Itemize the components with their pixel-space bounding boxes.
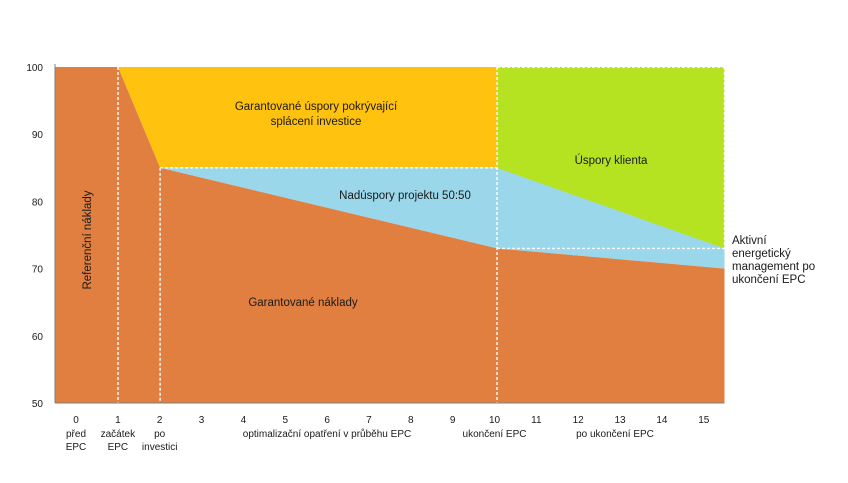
- x-ticks: 0 1 2 3 4 5 6 7 8 9 10 11 12 13 14 15: [73, 415, 710, 426]
- x-tick-label: 0: [73, 415, 79, 426]
- y-tick-label: 50: [32, 399, 44, 410]
- x-tick-label: 12: [573, 415, 585, 426]
- x-tick-label: 2: [157, 415, 163, 426]
- y-tick-label: 90: [32, 130, 44, 141]
- guaranteed-costs-area: [55, 67, 725, 403]
- x-tick-label: 1: [115, 415, 121, 426]
- phase-label: po: [154, 429, 166, 440]
- client-savings-label: Úspory klienta: [575, 154, 648, 167]
- phase-label: po ukončení EPC: [576, 429, 654, 440]
- phase-label: začátek: [101, 429, 136, 440]
- x-tick-label: 4: [241, 415, 247, 426]
- active-management-line: Aktivní: [732, 235, 767, 247]
- active-management-line: management po: [732, 261, 815, 273]
- phase-label: EPC: [66, 442, 87, 453]
- x-tick-label: 8: [408, 415, 414, 426]
- x-tick-label: 5: [282, 415, 288, 426]
- extra-savings-label: Nadúspory projektu 50:50: [339, 190, 471, 202]
- y-tick-label: 70: [32, 265, 44, 276]
- phase-label: ukončení EPC: [463, 429, 527, 440]
- x-tick-label: 11: [531, 415, 542, 426]
- x-tick-label: 13: [614, 415, 626, 426]
- region-labels: Referenční náklady Garantované náklady G…: [82, 101, 815, 309]
- x-tick-label: 6: [324, 415, 330, 426]
- chart-regions: [55, 67, 725, 403]
- active-management-line: ukončení EPC: [732, 274, 806, 286]
- guaranteed-savings-area: [118, 67, 497, 168]
- dashed-separators: [117, 66, 726, 403]
- phase-label: optimalizační opatření v průběhu EPC: [243, 428, 411, 440]
- x-tick-label: 9: [450, 415, 456, 426]
- x-tick-label: 3: [199, 415, 205, 426]
- x-tick-label: 15: [698, 415, 710, 426]
- x-tick-label: 14: [656, 415, 668, 426]
- guaranteed-savings-label-line2: splácení investice: [271, 116, 362, 128]
- phase-label: investici: [142, 442, 178, 453]
- y-tick-label: 60: [32, 332, 44, 343]
- reference-costs-label: Referenční náklady: [82, 190, 94, 289]
- x-tick-label: 10: [489, 415, 501, 426]
- guaranteed-savings-label-line1: Garantované úspory pokrývající: [235, 101, 398, 113]
- x-tick-label: 7: [366, 415, 372, 426]
- phase-labels: před EPC začátek EPC po investici optimalizačn…: [66, 428, 654, 453]
- extra-savings-area: [160, 167, 725, 269]
- phase-label: před: [66, 429, 86, 440]
- y-ticks: 50 60 70 80 90 100: [26, 63, 43, 410]
- active-management-line: energetický: [732, 248, 791, 260]
- y-tick-label: 100: [26, 63, 43, 74]
- y-tick-label: 80: [32, 197, 44, 208]
- guaranteed-costs-label: Garantované náklady: [248, 297, 358, 309]
- phase-label: EPC: [108, 442, 129, 453]
